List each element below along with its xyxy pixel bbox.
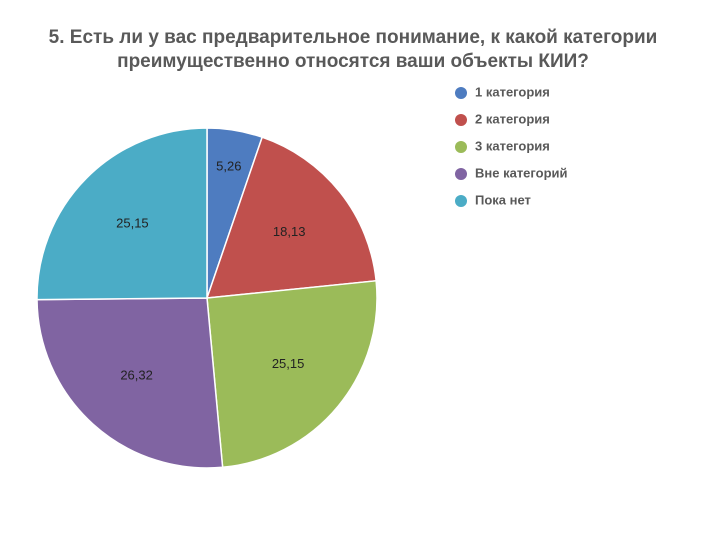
legend-label-5: Пока нет xyxy=(475,192,531,207)
chart-title-line-2: преимущественно относятся ваши объекты К… xyxy=(117,51,589,72)
slice-value-label-2: 18,13 xyxy=(273,224,306,239)
pie-slices xyxy=(36,127,378,469)
slice-value-label-3: 25,15 xyxy=(272,356,305,371)
legend-label-2: 2 категория xyxy=(475,111,550,126)
legend-label-3: 3 категория xyxy=(475,138,550,153)
chart-title-line-1: 5. Есть ли у вас предварительное пониман… xyxy=(48,27,658,48)
pie-slice-5 xyxy=(36,127,208,301)
slice-value-label-5: 25,15 xyxy=(116,216,149,231)
pie-slice-3 xyxy=(206,279,378,469)
legend-marker-2 xyxy=(455,114,467,126)
legend: 1 категория 2 категория 3 категория Вне кат… xyxy=(455,84,568,207)
legend-marker-3 xyxy=(455,141,467,153)
slice-value-label-1: 5,26 xyxy=(216,159,241,174)
pie-value-labels: 5,26 18,13 25,15 26,32 25,15 xyxy=(116,159,305,383)
pie-slice-4 xyxy=(36,297,224,469)
chart-title: 5. Есть ли у вас предварительное пониман… xyxy=(0,26,706,74)
legend-marker-4 xyxy=(455,168,467,180)
legend-marker-1 xyxy=(455,87,467,99)
slice-value-label-4: 26,32 xyxy=(120,367,153,382)
legend-label-4: Вне категорий xyxy=(475,165,568,180)
legend-marker-5 xyxy=(455,195,467,207)
legend-label-1: 1 категория xyxy=(475,84,550,99)
pie-slice-2 xyxy=(205,136,377,299)
